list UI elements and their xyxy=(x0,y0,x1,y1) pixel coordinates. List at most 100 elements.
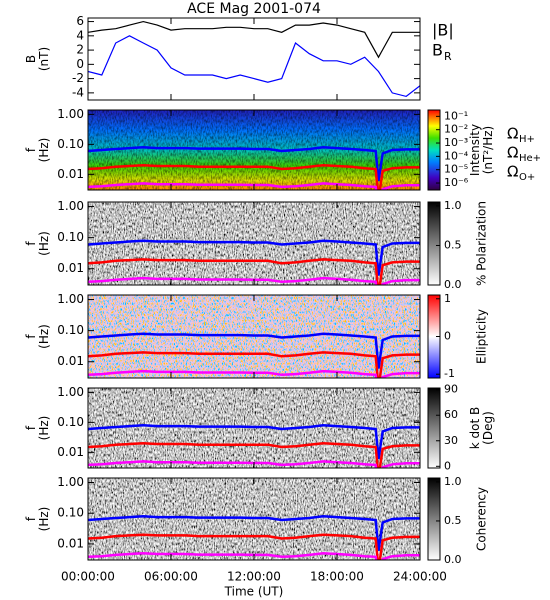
y-axis-label: f xyxy=(24,147,38,152)
gyrofrequency-line xyxy=(88,533,420,560)
colorbar-tick-label: 1.0 xyxy=(444,475,462,488)
gyrofrequency-line xyxy=(88,146,420,182)
gyrofrequency-line xyxy=(88,182,420,190)
gyrofrequency-line xyxy=(88,332,420,369)
colorbar-label: k dot B xyxy=(468,407,482,449)
colorbar-label: Ellipticity xyxy=(475,309,489,364)
x-tick-label: 18:00:00 xyxy=(310,570,364,584)
y-tick-label: 0.01 xyxy=(57,536,84,550)
legend-subscript: R xyxy=(444,50,452,63)
legend-label: Ω xyxy=(507,163,518,181)
y-axis-label: (Hz) xyxy=(37,138,51,163)
colorbar-tick-label: 10⁻⁶ xyxy=(444,176,469,189)
y-tick-label: 0.10 xyxy=(57,137,84,151)
y-tick-label: 0.10 xyxy=(57,323,84,337)
y-axis-label: B xyxy=(24,55,38,63)
colorbar-tick-label: 0.0 xyxy=(444,553,462,566)
y-tick-label: 1.00 xyxy=(57,292,84,306)
y-tick-label: 1.00 xyxy=(57,199,84,213)
colorbar xyxy=(427,477,441,561)
y-axis-label: (Hz) xyxy=(37,231,51,256)
y-axis-label: f xyxy=(24,425,38,430)
y-tick-label: 1.00 xyxy=(57,107,84,121)
gyrofrequency-line xyxy=(88,164,420,190)
plot-area xyxy=(88,388,420,468)
colorbar-label: Coherency xyxy=(475,487,489,551)
gyrofrequency-line xyxy=(88,514,420,551)
y-tick-label: 1.00 xyxy=(57,385,84,399)
colorbar-tick-label: 0.0 xyxy=(444,278,462,291)
y-tick-label: 0.01 xyxy=(57,261,84,275)
gyrofrequency-line xyxy=(88,424,420,460)
colorbar-tick-label: 0 xyxy=(444,459,451,472)
y-axis-label: (nT) xyxy=(37,47,51,71)
colorbar-tick-label: 10⁻² xyxy=(444,123,468,136)
colorbar-tick-label: 60 xyxy=(444,408,458,421)
chart-title: ACE Mag 2001-074 xyxy=(187,1,321,17)
colorbar-tick-label: 0.5 xyxy=(444,514,462,527)
y-tick-label: 0.10 xyxy=(57,506,84,520)
legend-subscript: He+ xyxy=(519,153,541,164)
y-axis-label: (Hz) xyxy=(37,416,51,441)
y-tick-label: 4 xyxy=(76,28,84,42)
colorbar-label: % Polarization xyxy=(475,201,489,286)
y-tick-label: 0.01 xyxy=(57,354,84,368)
colorbar-tick-label: 0.5 xyxy=(444,238,462,251)
y-axis-label: (Hz) xyxy=(37,324,51,349)
plot-area xyxy=(88,20,420,98)
data-line xyxy=(88,20,420,59)
legend-subscript: H+ xyxy=(519,134,535,145)
y-tick-label: 0.10 xyxy=(57,415,84,429)
legend-label: Ω xyxy=(507,144,518,162)
plot-area xyxy=(88,295,420,378)
legend-subscript: O+ xyxy=(519,172,535,183)
colorbar xyxy=(427,109,441,191)
x-tick-label: 06:00:00 xyxy=(144,570,198,584)
y-axis-label: f xyxy=(24,516,38,521)
y-tick-label: -2 xyxy=(72,71,84,85)
legend-label: Ω xyxy=(507,125,518,143)
y-axis-label: f xyxy=(24,241,38,246)
legend-label: |B| xyxy=(432,21,454,40)
gyrofrequency-line xyxy=(88,239,420,276)
y-tick-label: 6 xyxy=(76,14,84,28)
y-axis-label: f xyxy=(24,334,38,339)
colorbar-label: Intensity xyxy=(468,124,482,176)
colorbar-tick-label: 1 xyxy=(444,292,451,305)
plot-area xyxy=(88,478,420,560)
y-tick-label: 0.10 xyxy=(57,230,84,244)
y-tick-label: 0.01 xyxy=(57,167,84,181)
gyrofrequency-line xyxy=(88,276,420,285)
colorbar xyxy=(427,201,441,286)
colorbar-tick-label: 10⁻³ xyxy=(444,136,468,149)
axis-frame xyxy=(87,17,421,101)
gyrofrequency-line xyxy=(88,551,420,560)
colorbar-label: (nT²/Hz) xyxy=(481,126,495,174)
y-tick-label: 0 xyxy=(76,57,84,71)
y-tick-label: -4 xyxy=(72,85,84,99)
gyrofrequency-line xyxy=(88,369,420,378)
plot-area xyxy=(88,110,420,190)
y-tick-label: 1.00 xyxy=(57,475,84,489)
gyrofrequency-line xyxy=(88,460,420,468)
gyrofrequency-line xyxy=(88,258,420,285)
colorbar-label: (Deg) xyxy=(481,411,495,445)
x-tick-label: 00:00:00 xyxy=(61,570,115,584)
colorbar-tick-label: 0 xyxy=(444,330,451,343)
y-tick-label: 0.01 xyxy=(57,445,84,459)
colorbar-tick-label: 1.0 xyxy=(444,199,462,212)
y-tick-label: 2 xyxy=(76,43,84,57)
colorbar-tick-label: 30 xyxy=(444,434,458,447)
x-tick-label: 12:00:00 xyxy=(227,570,281,584)
colorbar-tick-label: -1 xyxy=(444,367,455,380)
x-axis-label: Time (UT) xyxy=(224,585,284,599)
legend-label: B xyxy=(432,41,443,60)
colorbar xyxy=(427,387,441,469)
colorbar-tick-label: 10⁻⁵ xyxy=(444,163,468,176)
colorbar-tick-label: 90 xyxy=(444,383,458,396)
x-tick-label: 24:00:00 xyxy=(393,570,447,584)
colorbar-tick-label: 10⁻¹ xyxy=(444,109,468,122)
y-axis-label: (Hz) xyxy=(37,507,51,532)
plot-area xyxy=(88,202,420,285)
